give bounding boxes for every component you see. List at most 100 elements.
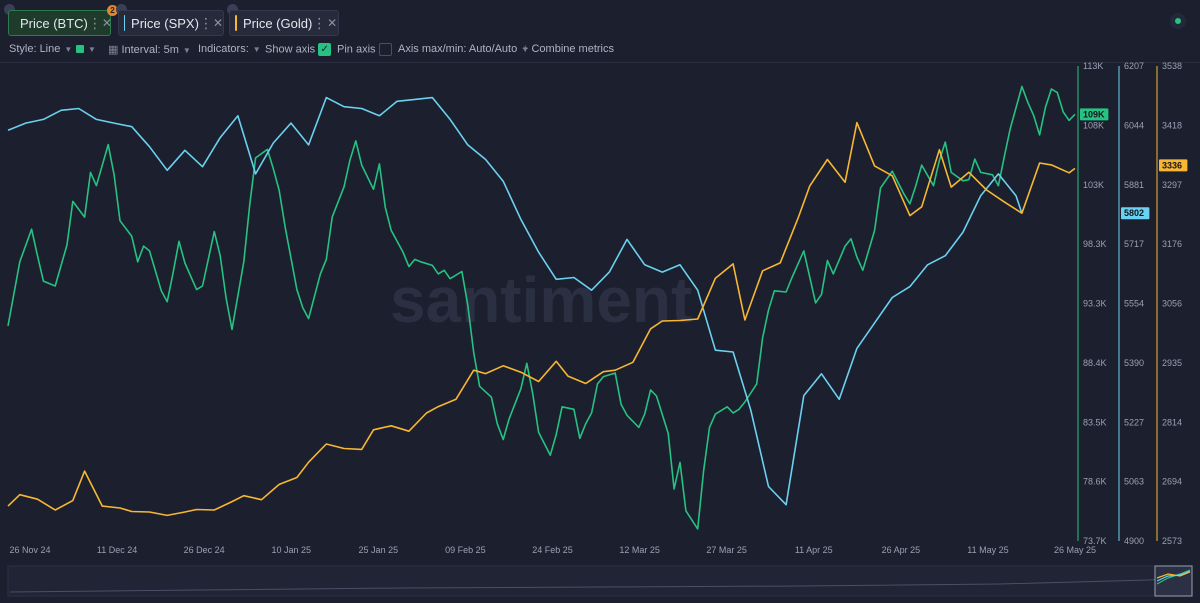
x-tick-label: 25 Jan 25: [359, 545, 399, 555]
y-tick-label: 3538: [1162, 61, 1182, 71]
navigator-series-preview: [1156, 571, 1191, 579]
lock-icon: [4, 4, 15, 15]
x-tick-label: 26 Apr 25: [882, 545, 921, 555]
lock-icon: [227, 4, 238, 15]
current-value-label: 109K: [1083, 109, 1105, 119]
chevron-down-icon: ▼: [521, 45, 530, 54]
y-tick-label: 3418: [1162, 120, 1182, 130]
x-tick-label: 27 Mar 25: [706, 545, 747, 555]
x-tick-label: 09 Feb 25: [445, 545, 486, 555]
current-value-tag: [1121, 207, 1150, 220]
current-value-label: 5802: [1124, 208, 1144, 218]
style-dropdown[interactable]: Style: Line ▼: [9, 43, 72, 55]
indicators-label: Indicators:: [198, 43, 249, 55]
navigator: [7, 565, 1193, 597]
interval-label: Interval: 5m: [121, 44, 179, 56]
watermark: santiment: [390, 264, 692, 336]
y-tick-label: 5881: [1124, 180, 1144, 190]
y-tick-label: 6207: [1124, 61, 1144, 71]
tab-label: Price (Gold): [242, 15, 313, 31]
plus-icon: +: [522, 43, 532, 55]
tab-price-gold[interactable]: Price (Gold) ⋮ ✕: [229, 10, 339, 36]
series-layer: [7, 85, 1076, 530]
combine-metrics-label: Combine metrics: [531, 43, 615, 55]
show-axis-toggle[interactable]: Show axis ✓: [265, 43, 332, 56]
axis-range-label: Axis max/min: Auto/Auto: [398, 43, 518, 55]
close-icon[interactable]: ✕: [212, 16, 223, 30]
combine-metrics-button[interactable]: + Combine metrics: [522, 43, 614, 55]
navigator-track: [7, 565, 1193, 597]
show-axis-label: Show axis: [265, 43, 316, 56]
series-line-2: [7, 121, 1076, 517]
metric-tabs: Price (BTC) ⋮ ✕ 2 Price (SPX) ⋮ ✕ Price …: [0, 0, 1200, 38]
more-vertical-icon[interactable]: ⋮: [198, 14, 213, 31]
tab-label: Price (BTC): [20, 15, 88, 31]
x-tick-label: 11 Apr 25: [795, 545, 833, 555]
current-value-tag: [1159, 159, 1188, 172]
y-tick-label: 5227: [1124, 417, 1144, 427]
y-tick-label: 73.7K: [1083, 536, 1107, 546]
tab-price-btc[interactable]: Price (BTC) ⋮ ✕: [8, 10, 112, 36]
tab-label: Price (SPX): [131, 15, 199, 31]
close-icon[interactable]: ✕: [101, 16, 112, 30]
more-vertical-icon[interactable]: ⋮: [312, 14, 327, 31]
y-tick-label: 113K: [1083, 61, 1103, 71]
y-tick-label: 2573: [1162, 536, 1182, 546]
y-tick-label: 83.5K: [1083, 417, 1107, 427]
x-tick-label: 11 May 25: [967, 545, 1008, 555]
status-indicator-icon[interactable]: [1170, 13, 1186, 29]
calendar-icon: ▦: [108, 44, 122, 56]
color-swatch: [76, 45, 84, 54]
close-icon[interactable]: ✕: [327, 16, 338, 30]
series-line-1: [7, 96, 1023, 506]
y-tick-label: 93.3K: [1083, 299, 1107, 309]
x-tick-label: 26 May 25: [1054, 545, 1096, 555]
chevron-down-icon: ▼: [88, 45, 96, 54]
y-tick-label: 103K: [1083, 180, 1104, 190]
tab-price-spx[interactable]: Price (SPX) ⋮ ✕: [118, 10, 224, 36]
chevron-down-icon: ▼: [182, 46, 191, 55]
interval-dropdown[interactable]: ▦ Interval: 5m ▼: [108, 43, 191, 56]
checkbox-empty-icon[interactable]: [378, 43, 392, 56]
series-color-bar: [124, 15, 126, 31]
y-tick-label: 5063: [1124, 477, 1144, 487]
x-tick-label: 26 Nov 24: [9, 545, 50, 555]
x-tick-label: 11 Dec 24: [97, 545, 137, 555]
y-tick-label: 6044: [1124, 120, 1144, 130]
y-tick-label: 5390: [1124, 358, 1144, 368]
axis-range-dropdown[interactable]: Axis max/min: Auto/Auto ▼: [398, 43, 529, 55]
y-tick-label: 88.4K: [1083, 358, 1107, 368]
x-axis: 26 Nov 24 11 Dec 24 26 Dec 24 10 Jan 25 25 J…: [9, 545, 1096, 555]
x-tick-label: 26 Dec 24: [184, 545, 225, 555]
style-label: Style: Line: [9, 43, 61, 55]
y-tick-label: 3297: [1162, 180, 1182, 190]
current-value-label: 3336: [1162, 160, 1182, 170]
chevron-down-icon: ▼: [64, 45, 73, 54]
pin-axis-label: Pin axis: [337, 43, 376, 56]
axes-layer: 113K 108K 103K 98.3K 93.3K 88.4K 83.5K 78.6K 73.…: [1077, 61, 1188, 546]
x-tick-label: 10 Jan 25: [271, 545, 311, 555]
y-tick-label: 2935: [1162, 358, 1182, 368]
tab-badge: 2: [107, 5, 118, 16]
y-tick-label: 3176: [1162, 239, 1182, 249]
y-tick-label: 4900: [1124, 536, 1144, 546]
checkbox-checked-icon[interactable]: ✓: [318, 43, 332, 56]
y-tick-label: 2694: [1162, 477, 1182, 487]
y-tick-label: 5717: [1124, 239, 1144, 249]
chart-toolbar: Style: Line ▼ ▼ ▦ Interval: 5m ▼ Indicator…: [0, 40, 1200, 60]
x-tick-label: 12 Mar 25: [619, 545, 660, 555]
y-tick-label: 108K: [1083, 120, 1104, 130]
color-picker[interactable]: ▼: [76, 43, 96, 55]
y-tick-label: 3056: [1162, 299, 1182, 309]
pin-axis-toggle[interactable]: Pin axis: [337, 43, 392, 56]
y-tick-label: 98.3K: [1083, 239, 1107, 249]
x-tick-label: 24 Feb 25: [532, 545, 573, 555]
lock-icon: [116, 4, 127, 15]
more-vertical-icon[interactable]: ⋮: [87, 14, 102, 31]
current-value-tag: [1080, 108, 1109, 121]
y-tick-label: 5554: [1124, 299, 1144, 309]
navigator-window-handle: [1154, 565, 1193, 597]
indicators-dropdown[interactable]: Indicators: ▼: [198, 43, 261, 55]
series-line-0: [7, 85, 1076, 530]
